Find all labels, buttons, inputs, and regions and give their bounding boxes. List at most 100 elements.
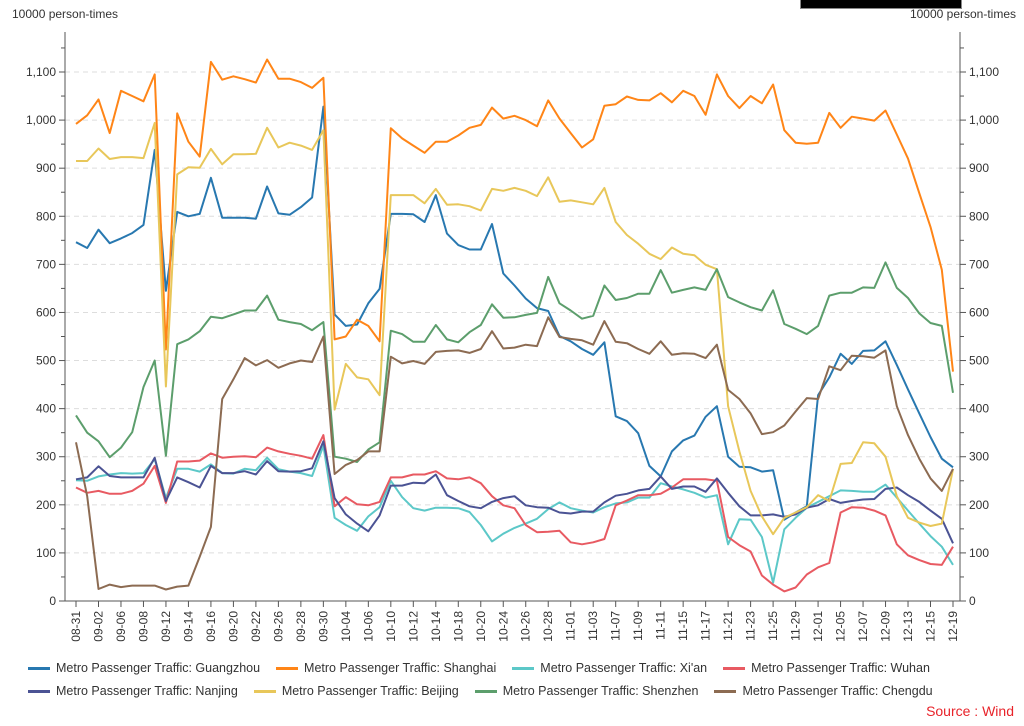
x-axis-tick-label: 11-21 [721,611,735,641]
right-axis-unit: 10000 person-times [909,7,1016,21]
legend-label: Metro Passenger Traffic: Shenzhen [502,684,699,698]
left-axis-tick-label: 1,000 [26,113,56,127]
legend-row: Metro Passenger Traffic: Guangzhou Metro … [28,661,946,675]
x-axis-tick-label: 12-15 [924,611,938,642]
source-note: Source : Wind [926,703,1014,719]
x-axis-tick-label: 11-07 [609,611,623,641]
legend-item[interactable]: Metro Passenger Traffic: Beijing [253,684,459,698]
x-axis-tick-label: 10-20 [474,611,488,642]
right-axis-tick-label: 300 [969,450,989,464]
x-axis-tick-label: 12-01 [811,611,825,642]
x-axis-tick-label: 10-26 [519,611,533,642]
x-axis-tick-label: 09-30 [316,611,330,642]
x-axis-tick-label: 11-09 [631,611,645,641]
legend-label: Metro Passenger Traffic: Nanjing [56,684,238,698]
x-axis-tick-label: 11-15 [676,611,690,641]
x-axis-tick-label: 09-26 [271,611,285,642]
x-axis-tick-label: 10-06 [361,611,375,642]
x-axis-tick-label: 10-10 [384,611,398,642]
legend-swatch [276,666,299,670]
left-axis-tick-label: 600 [36,305,56,319]
x-axis-tick-label: 11-11 [654,611,668,640]
legend-swatch [474,689,497,693]
legend-label: Metro Passenger Traffic: Guangzhou [56,661,261,675]
x-axis-tick-label: 11-25 [766,611,780,641]
x-axis-tick-label: 12-13 [901,611,915,642]
series-line [75,434,954,593]
x-axis-tick-label: 11-01 [564,611,578,641]
x-axis-tick-label: 12-19 [946,611,960,642]
x-axis-tick-label: 10-12 [406,611,420,642]
right-axis-tick-label: 800 [969,209,989,223]
legend-label: Metro Passenger Traffic: Chengdu [742,684,933,698]
legend-item[interactable]: Metro Passenger Traffic: Wuhan [723,661,930,675]
x-axis-tick-label: 11-03 [586,611,600,641]
x-axis-tick-label: 09-22 [249,611,263,642]
legend-item[interactable]: Metro Passenger Traffic: Xi'an [512,661,707,675]
legend-label: Metro Passenger Traffic: Shanghai [304,661,497,675]
x-axis-tick-label: 11-17 [699,611,713,641]
left-axis-tick-label: 700 [36,257,56,271]
legend-item[interactable]: Metro Passenger Traffic: Chengdu [714,684,933,698]
x-axis-tick-label: 09-06 [114,611,128,642]
x-axis-tick-label: 10-04 [339,611,353,642]
x-axis-tick-label: 09-12 [159,611,173,642]
x-axis-tick-label: 09-02 [91,611,105,642]
x-axis-tick-label: 10-28 [541,611,555,642]
x-axis-tick-label: 08-31 [69,611,83,642]
legend-swatch [28,666,50,670]
right-axis-tick-label: 100 [969,546,989,560]
left-axis-tick-label: 800 [36,209,56,223]
x-axis-tick-label: 09-20 [226,611,240,642]
line-chart: 0 0 100 100 200 200 300 300 400 400 500 500 600 600 70… [26,32,999,642]
legend-row: Metro Passenger Traffic: Nanjing Metro Pa… [28,684,949,698]
legend-label: Metro Passenger Traffic: Wuhan [751,661,930,675]
series-line [75,261,954,463]
x-axis-tick-label: 09-08 [136,611,150,642]
right-axis-tick-label: 700 [969,257,989,271]
legend-item[interactable]: Metro Passenger Traffic: Nanjing [28,684,238,698]
legend-swatch [253,689,276,693]
series-line [76,122,954,536]
right-axis-tick-label: 900 [969,161,989,175]
x-axis-tick-label: 12-07 [856,611,870,642]
left-axis-tick-label: 0 [49,594,56,608]
legend-item[interactable]: Metro Passenger Traffic: Shanghai [276,661,496,675]
x-axis-tick-label: 10-14 [429,611,443,642]
legend-swatch [723,666,746,670]
left-axis-tick-label: 300 [36,450,56,464]
left-axis-tick-label: 500 [36,354,56,368]
x-axis-tick-label: 12-05 [834,611,848,642]
legend-label: Metro Passenger Traffic: Beijing [281,684,459,698]
left-axis-tick-label: 1,100 [26,65,56,79]
legend-item[interactable]: Metro Passenger Traffic: Guangzhou [28,661,260,675]
legend-label: Metro Passenger Traffic: Xi'an [540,661,708,675]
right-axis-tick-label: 0 [969,594,976,608]
legend-swatch [512,666,535,670]
right-axis-tick-label: 500 [969,354,989,368]
x-axis-tick-label: 09-16 [204,611,218,642]
left-axis-unit: 10000 person-times [12,7,119,21]
right-axis-tick-label: 1,100 [969,65,999,79]
right-axis-tick-label: 600 [969,305,989,319]
series-line [75,444,954,584]
x-axis-tick-label: 09-14 [181,611,195,642]
right-axis-tick-label: 200 [969,498,989,512]
x-axis-tick-label: 10-24 [496,611,510,642]
left-axis-tick-label: 100 [36,546,56,560]
x-axis-tick-label: 09-28 [294,611,308,642]
x-axis-tick-label: 12-09 [879,611,893,642]
x-axis-tick-label: 11-29 [789,611,803,641]
left-axis-tick-label: 400 [36,402,56,416]
left-axis-tick-label: 900 [36,161,56,175]
x-axis-tick-label: 10-18 [451,611,465,642]
legend-swatch [28,689,50,693]
series-line [75,58,954,372]
series-line [75,316,954,591]
right-axis-tick-label: 400 [969,402,989,416]
left-axis-tick-label: 200 [36,498,56,512]
legend-swatch [714,689,737,693]
right-axis-tick-label: 1,000 [969,113,999,127]
x-axis-tick-label: 11-23 [744,611,758,641]
legend-item[interactable]: Metro Passenger Traffic: Shenzhen [474,684,699,698]
